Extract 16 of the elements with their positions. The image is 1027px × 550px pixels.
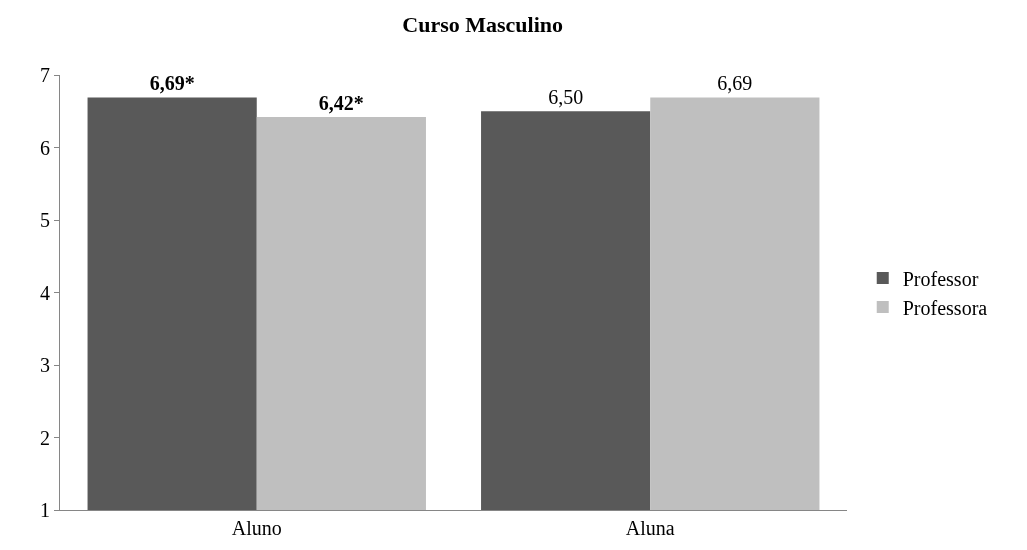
y-tick-label: 4 xyxy=(40,281,50,304)
data-label: 6,42* xyxy=(318,92,364,115)
legend-label: Professora xyxy=(902,296,988,319)
y-tick-label: 7 xyxy=(40,64,50,86)
data-label: 6,69 xyxy=(717,72,753,95)
x-tick-label: Aluna xyxy=(625,517,675,539)
y-tick-label: 6 xyxy=(40,136,50,159)
y-tick-label: 2 xyxy=(40,426,50,449)
data-label: 6,50 xyxy=(548,86,584,109)
chart-title: Curso Masculino xyxy=(402,11,564,37)
x-tick-label: Aluno xyxy=(231,517,282,539)
y-tick-label: 5 xyxy=(40,209,50,231)
legend-label: Professor xyxy=(902,267,979,290)
y-tick-label: 3 xyxy=(40,354,50,376)
data-label: 6,69* xyxy=(149,72,195,95)
y-tick-label: 1 xyxy=(40,499,50,521)
